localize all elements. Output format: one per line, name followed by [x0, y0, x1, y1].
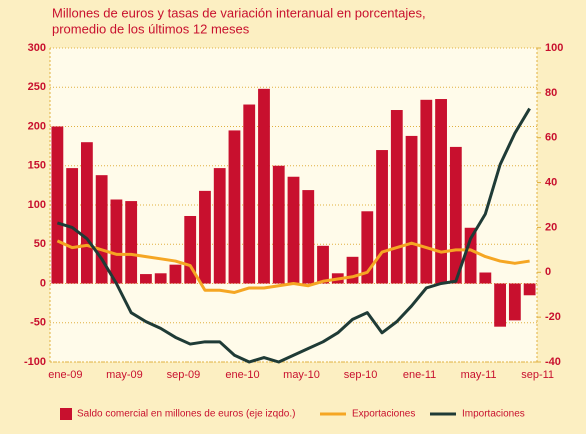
y2-tick-label: 40 — [545, 176, 557, 188]
x-tick-label: sep-10 — [344, 369, 378, 381]
bar — [317, 245, 329, 284]
x-tick-label: ene-09 — [48, 369, 82, 381]
y-tick-label: 250 — [28, 81, 46, 93]
bar — [390, 110, 403, 284]
y-tick-label: -50 — [30, 317, 46, 329]
bar — [228, 130, 241, 284]
legend-label: Importaciones — [462, 409, 525, 420]
bar — [213, 168, 226, 284]
bar — [80, 142, 93, 284]
y2-tick-label: 0 — [545, 266, 551, 278]
y2-tick-label: 20 — [545, 221, 557, 233]
y-tick-label: 50 — [34, 238, 46, 250]
y2-tick-label: 60 — [545, 132, 557, 144]
y2-tick-label: -20 — [545, 311, 561, 323]
bar — [405, 135, 418, 284]
y-tick-label: 100 — [28, 199, 46, 211]
y-tick-label: -100 — [24, 356, 46, 368]
x-tick-label: ene-11 — [403, 369, 436, 381]
x-tick-label: may-11 — [461, 369, 497, 381]
y-tick-label: 200 — [28, 120, 46, 132]
y2-tick-label: 80 — [545, 87, 557, 99]
bar — [199, 190, 211, 284]
line — [56, 107, 531, 364]
bar — [479, 272, 492, 284]
bar — [420, 99, 433, 284]
bar — [243, 104, 256, 284]
y2-tick-label: 100 — [545, 42, 563, 54]
chart-title: Millones de euros y tasas de variación i… — [52, 5, 426, 20]
y-tick-label: 300 — [28, 42, 46, 54]
bar — [66, 168, 79, 284]
bar — [287, 176, 300, 284]
bar — [140, 274, 152, 284]
bar — [184, 215, 197, 284]
x-tick-label: sep-09 — [167, 369, 201, 381]
bar — [494, 283, 507, 327]
bar — [110, 199, 123, 284]
bar — [346, 256, 359, 284]
legend-label: Exportaciones — [352, 409, 415, 420]
bar — [376, 150, 388, 284]
bar — [361, 211, 374, 284]
bar — [435, 99, 447, 284]
bar — [464, 227, 477, 284]
bar — [125, 201, 138, 284]
line — [56, 239, 530, 294]
y-tick-label: 150 — [28, 160, 46, 172]
x-tick-label: may-10 — [283, 369, 320, 381]
bar — [272, 165, 285, 284]
bar — [508, 283, 521, 321]
bar — [154, 273, 167, 284]
x-tick-label: may-09 — [106, 369, 143, 381]
x-tick-label: ene-10 — [225, 369, 259, 381]
bar — [302, 190, 315, 284]
x-tick-label: sep-11 — [521, 369, 554, 381]
y-tick-label: 0 — [40, 277, 46, 289]
bar — [169, 264, 182, 284]
y2-tick-label: -40 — [545, 356, 561, 368]
bar — [523, 283, 536, 296]
bar — [51, 126, 64, 284]
bar — [95, 175, 108, 284]
legend-swatch — [60, 408, 72, 420]
chart-title: promedio de los últimos 12 meses — [52, 21, 250, 36]
legend-label: Saldo comercial en millones de euros (ej… — [77, 409, 295, 420]
bar — [449, 146, 462, 284]
bar — [258, 88, 270, 284]
